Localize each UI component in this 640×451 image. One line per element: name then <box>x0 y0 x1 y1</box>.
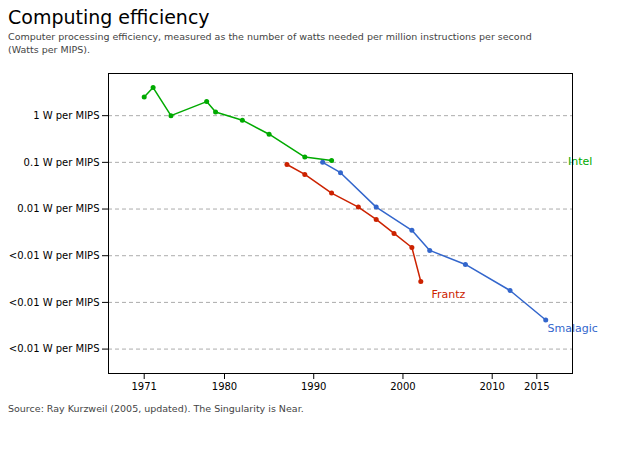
svg-text:<0.01 W per MIPS: <0.01 W per MIPS <box>9 343 100 354</box>
svg-text:0.01 W per MIPS: 0.01 W per MIPS <box>17 203 99 214</box>
svg-text:0.1 W per MIPS: 0.1 W per MIPS <box>24 156 100 167</box>
svg-text:Smalagic: Smalagic <box>547 321 598 335</box>
svg-text:<0.01 W per MIPS: <0.01 W per MIPS <box>9 296 100 307</box>
svg-text:Intel: Intel <box>568 155 592 168</box>
svg-text:2015: 2015 <box>524 380 549 391</box>
svg-text:<0.01 W per MIPS: <0.01 W per MIPS <box>9 250 100 261</box>
svg-text:Frantz: Frantz <box>432 288 466 301</box>
html-text:Source: Ray Kurzweil (2005, up: Source: Ray Kurzweil (2005, updated). Th… <box>8 402 304 414</box>
svg-text:1 W per MIPS: 1 W per MIPS <box>33 109 99 120</box>
svg-text:2010: 2010 <box>479 380 504 391</box>
html-text:Computer processing efficiency: Computer processing efficiency, measured… <box>8 31 532 55</box>
html-text:Computing efficiency: Computing efficiency <box>8 6 210 28</box>
svg-text:1971: 1971 <box>131 380 156 391</box>
svg-text:1980: 1980 <box>212 380 237 391</box>
svg-text:2000: 2000 <box>390 380 415 391</box>
svg-text:1990: 1990 <box>301 380 326 391</box>
